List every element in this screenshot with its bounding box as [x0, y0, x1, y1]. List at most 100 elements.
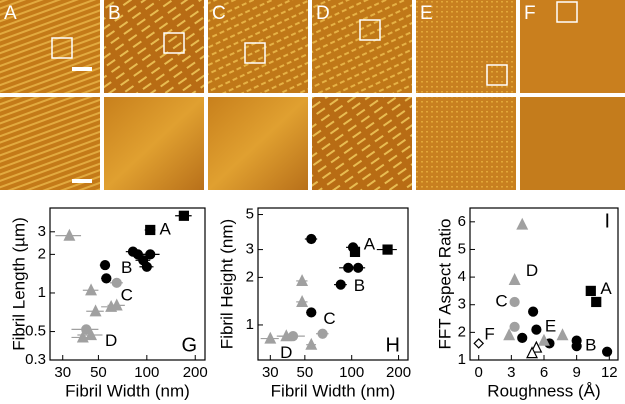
panel-letter: H: [386, 334, 400, 356]
afm-zoom: [520, 97, 625, 190]
y-tick-label: 5: [246, 206, 254, 223]
annotation: D: [280, 343, 292, 362]
marker: [382, 244, 393, 255]
annotation: C: [323, 309, 335, 328]
afm-image: [208, 0, 308, 93]
marker: [305, 337, 318, 350]
marker: [296, 274, 309, 287]
marker: [602, 346, 613, 357]
marker: [145, 249, 156, 260]
y-tick-label: 1: [458, 351, 466, 368]
afm-image: [312, 0, 412, 93]
marker: [317, 328, 328, 339]
zoom-box: [244, 42, 266, 64]
annotation: B: [585, 336, 596, 355]
panel-letter: E: [420, 3, 433, 24]
panel-letter: C: [212, 3, 226, 24]
x-tick-label: 50: [297, 364, 314, 381]
marker: [85, 328, 98, 341]
annotation: A: [364, 235, 376, 254]
marker: [585, 285, 596, 297]
afm-zoom: [312, 97, 412, 190]
annotation: B: [354, 276, 365, 295]
x-tick-label: 3: [507, 364, 515, 381]
y-tick-label: 2: [458, 323, 466, 340]
marker: [556, 328, 569, 341]
marker: [591, 296, 602, 308]
y-tick-label: 2: [38, 245, 46, 262]
plot-frame: [257, 207, 409, 361]
afm-image: [104, 0, 204, 93]
y-axis-label: FFT Aspect Ratio: [435, 218, 454, 349]
marker: [571, 341, 582, 352]
y-tick-label: 3: [458, 296, 466, 313]
marker: [517, 332, 528, 343]
marker: [509, 296, 520, 308]
afm-image: [416, 0, 516, 93]
annotation: C: [495, 291, 507, 310]
y-tick-label: 1: [246, 316, 254, 333]
x-tick-label: 50: [90, 364, 107, 381]
y-tick-label: 0.3: [25, 351, 46, 368]
scale-bar: [72, 179, 92, 183]
marker: [306, 233, 317, 245]
y-tick-label: 5: [458, 240, 466, 257]
panel-letter: A: [4, 3, 17, 24]
zoom-box: [51, 37, 73, 59]
marker: [85, 283, 98, 296]
afm-images: [0, 0, 625, 190]
annotation: A: [600, 279, 612, 298]
marker: [99, 259, 111, 271]
marker: [63, 228, 76, 241]
marker: [335, 279, 346, 290]
marker: [296, 295, 309, 307]
panel-letter: I: [604, 210, 610, 232]
y-tick-label: 0.5: [25, 323, 46, 340]
zoom-box: [556, 1, 578, 23]
marker: [76, 330, 89, 343]
marker: [503, 328, 516, 341]
zoom-box: [163, 32, 185, 54]
afm-zoom: [208, 97, 308, 190]
y-tick-label: 1: [38, 284, 46, 301]
marker: [101, 273, 112, 284]
x-tick-label: 200: [386, 364, 411, 381]
panel-letter: B: [108, 3, 121, 24]
x-axis-label: Roughness (Å): [487, 381, 600, 400]
x-tick-label: 100: [134, 364, 159, 381]
marker: [509, 321, 520, 332]
y-tick-label: 6: [458, 213, 466, 230]
afm-zoom: [0, 97, 100, 190]
marker: [280, 329, 293, 342]
x-tick-label: 30: [262, 364, 279, 381]
chart: 30 50 100 200 0.3 0.5 1 2 3 Fibril Width (nm) Fibr…: [9, 207, 208, 400]
zoom-box: [359, 19, 381, 41]
afm-zoom: [416, 97, 516, 190]
annotation: E: [545, 316, 556, 335]
x-tick-label: 6: [540, 364, 548, 381]
y-tick-label: 4: [458, 268, 466, 285]
scale-bar: [72, 67, 92, 71]
afm-zoom: [104, 97, 204, 190]
afm-image: [0, 0, 100, 93]
chart: 30 50 100 200 1 2 3 5 Fibril Width (nm) Fibril He…: [217, 206, 411, 401]
marker: [110, 298, 123, 311]
marker: [141, 261, 152, 272]
x-tick-label: 200: [183, 364, 208, 381]
marker: [264, 331, 277, 344]
marker: [178, 210, 189, 221]
marker: [516, 217, 529, 230]
zoom-box: [486, 64, 508, 86]
x-tick-label: 9: [572, 364, 580, 381]
marker: [530, 340, 543, 353]
marker: [89, 304, 102, 317]
marker: [528, 306, 539, 317]
marker: [508, 273, 521, 285]
x-tick-label: 100: [339, 364, 364, 381]
y-tick-label: 2: [246, 268, 254, 285]
annotation: D: [105, 331, 117, 350]
marker: [343, 262, 354, 273]
annotation: A: [159, 219, 171, 238]
